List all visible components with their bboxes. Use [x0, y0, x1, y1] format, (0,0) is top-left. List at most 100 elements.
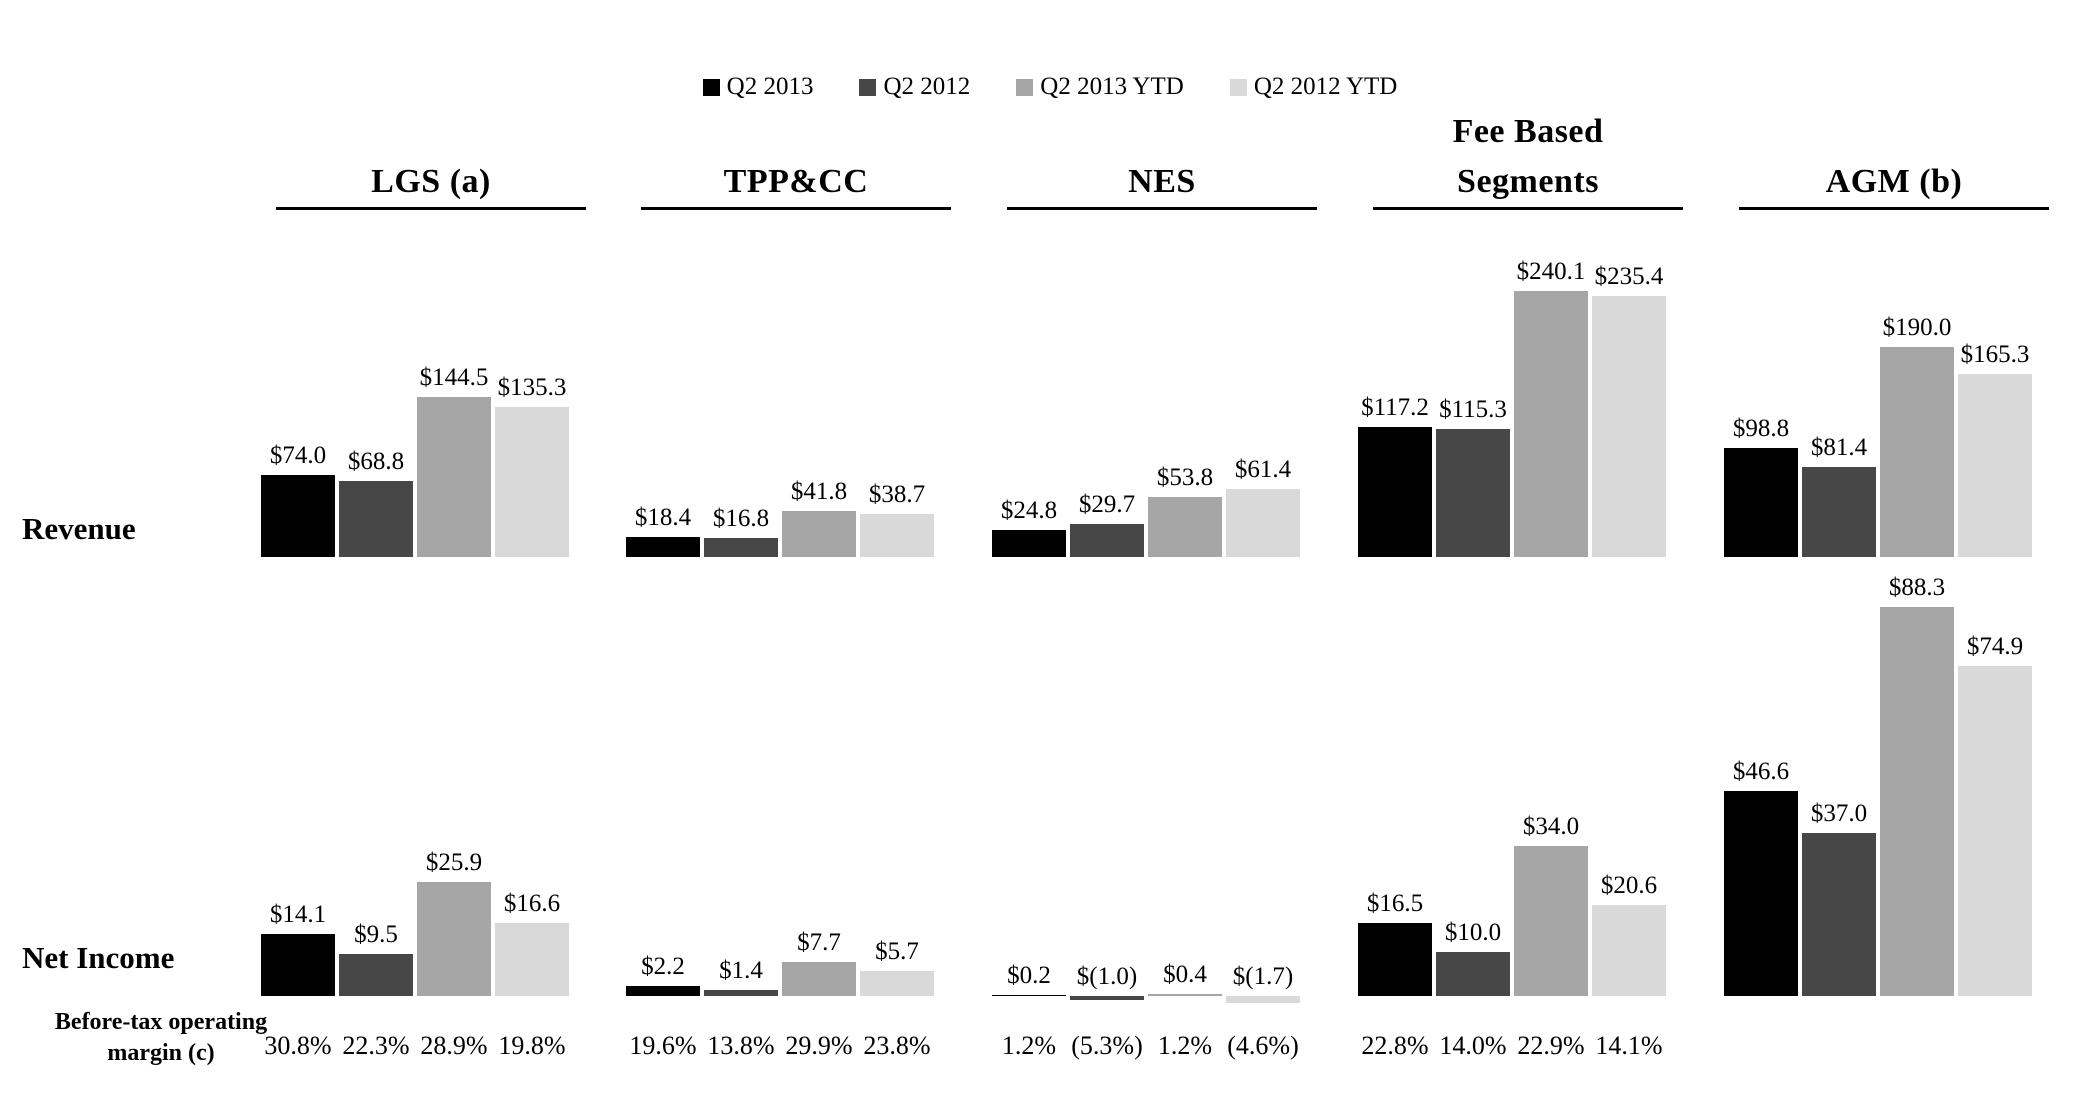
- legend-label: Q2 2013: [726, 73, 814, 100]
- bar-value-label: $9.5: [354, 921, 398, 948]
- bar-value-label: $46.6: [1732, 758, 1790, 785]
- bar-cell: $7.7: [782, 929, 856, 996]
- bar-group-revenue: $117.2 $115.3 $240.1 $235.4: [1358, 247, 1666, 557]
- bar-cell: $240.1: [1514, 258, 1588, 557]
- row-label-before-tax-margin: Before-tax operating margin (c): [15, 1007, 307, 1069]
- legend-label: Q2 2012: [883, 73, 971, 100]
- bar-group-revenue: $18.4 $16.8 $41.8 $38.7: [626, 247, 934, 557]
- bar-value-label: $68.8: [347, 448, 405, 475]
- bar-value-label: $115.3: [1439, 396, 1507, 423]
- bar-cell: $190.0: [1880, 314, 1954, 557]
- bar-value-label: $1.4: [719, 957, 763, 984]
- bar-value-label: $165.3: [1960, 341, 2030, 368]
- margin-value: 29.9%: [785, 1031, 853, 1060]
- bar: [1880, 607, 1954, 996]
- bar-cell: $25.9: [417, 849, 491, 996]
- bar-cell: $38.7: [860, 481, 934, 557]
- bar-cell: $2.2: [626, 953, 700, 996]
- segment-header: NES: [1007, 95, 1317, 210]
- bar-cell: $14.1: [261, 901, 335, 996]
- legend: Q2 2013 Q2 2012 Q2 2013 YTD Q2 2012 YTD: [0, 72, 2100, 102]
- segment-header-line: AGM (b): [1825, 163, 1963, 200]
- bar-group-revenue: $98.8 $81.4 $190.0 $165.3: [1724, 247, 2032, 557]
- bar-cell: $1.4: [704, 957, 778, 996]
- bar-value-label: $240.1: [1516, 258, 1586, 285]
- row-label-net-income: Net Income: [22, 940, 175, 975]
- segment-header-line: TPP&CC: [723, 163, 869, 200]
- bar-value-label: $0.4: [1163, 961, 1207, 988]
- margin-value: 1.2%: [1001, 1031, 1057, 1060]
- bar: [495, 923, 569, 996]
- legend-swatch: [859, 78, 877, 96]
- bar: [782, 511, 856, 557]
- bar-value-label: $53.8: [1156, 464, 1214, 491]
- margin-value: 30.8%: [264, 1031, 332, 1060]
- bar-value-label: $(1.7): [1232, 963, 1294, 990]
- bar-value-label: $74.0: [269, 442, 327, 469]
- bar: [860, 514, 934, 557]
- bar-cell: $68.8: [339, 448, 413, 557]
- bar: [1514, 846, 1588, 996]
- bar: [626, 986, 700, 996]
- row-label-before-tax-margin-line1: Before-tax operating: [54, 1009, 268, 1035]
- bar-cell: $81.4: [1802, 434, 1876, 557]
- bar-cell: $18.4: [626, 504, 700, 557]
- margin-value: 14.1%: [1595, 1031, 1663, 1060]
- bar: [1880, 347, 1954, 557]
- bar: [1070, 996, 1144, 1000]
- row-label-revenue: Revenue: [22, 511, 136, 546]
- bar: [782, 962, 856, 996]
- bar-value-label: $144.5: [419, 364, 489, 391]
- bar: [261, 934, 335, 996]
- bar-value-label: $135.3: [497, 374, 567, 401]
- bar: [417, 397, 491, 557]
- bar: [1226, 996, 1300, 1003]
- bar: [1958, 374, 2032, 557]
- bar: [417, 882, 491, 996]
- bar-cell: $61.4: [1226, 456, 1300, 557]
- bar-group-net_income: $46.6 $37.0 $88.3 $74.9: [1724, 556, 2032, 996]
- bar-cell: $20.6: [1592, 872, 1666, 996]
- legend-label: Q2 2012 YTD: [1253, 73, 1398, 100]
- margin-value: 28.9%: [420, 1031, 488, 1060]
- margin-value: (4.6%): [1227, 1031, 1299, 1060]
- bar-cell: $29.7: [1070, 491, 1144, 557]
- bar: [1802, 833, 1876, 996]
- bar: [1148, 497, 1222, 557]
- bar: [1724, 791, 1798, 996]
- segment-header: TPP&CC: [641, 95, 951, 210]
- legend-label: Q2 2013 YTD: [1040, 73, 1184, 100]
- bar-cell: $74.0: [261, 442, 335, 557]
- bar-cell: $53.8: [1148, 464, 1222, 557]
- legend-item: Q2 2013 YTD: [1016, 72, 1184, 102]
- bar-value-label: $37.0: [1810, 800, 1868, 827]
- bar-cell: $88.3: [1880, 574, 1954, 996]
- bar-value-label: $2.2: [641, 953, 685, 980]
- bar: [1802, 467, 1876, 557]
- bar: [626, 537, 700, 557]
- bar-value-label: $16.5: [1366, 890, 1424, 917]
- bar: [1226, 489, 1300, 557]
- bar: [992, 995, 1066, 996]
- bar: [339, 481, 413, 557]
- row-label-before-tax-margin-line2: margin (c): [107, 1040, 215, 1066]
- legend-swatch: [1229, 78, 1247, 96]
- bar-cell: $115.3: [1436, 396, 1510, 557]
- bar-cell: $37.0: [1802, 800, 1876, 996]
- legend-item: Q2 2013: [702, 72, 814, 102]
- bar: [704, 538, 778, 557]
- bar-value-label: $235.4: [1594, 263, 1664, 290]
- bar: [1592, 905, 1666, 996]
- bar-cell: $16.6: [495, 890, 569, 996]
- bar-value-label: $38.7: [868, 481, 926, 508]
- bar-cell: $46.6: [1724, 758, 1798, 996]
- segment-header-line: Fee Based: [1452, 113, 1604, 150]
- bar-value-label: $61.4: [1234, 456, 1292, 483]
- bar: [1958, 666, 2032, 996]
- bar: [1592, 296, 1666, 557]
- bar: [1358, 427, 1432, 557]
- margin-value: 14.0%: [1439, 1031, 1507, 1060]
- bar-cell: $(1.0): [1070, 963, 1144, 1000]
- bar-cell: $24.8: [992, 497, 1066, 557]
